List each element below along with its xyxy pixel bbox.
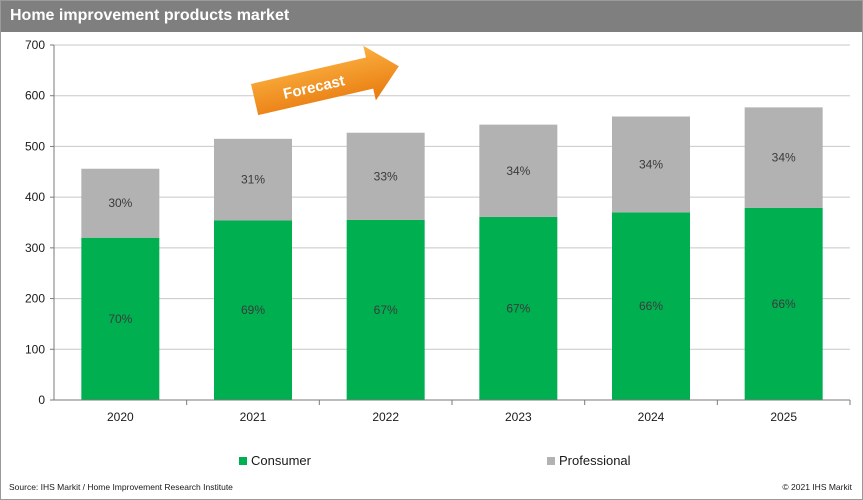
bar-professional-2025	[744, 107, 823, 208]
legend-consumer-label: Consumer	[251, 453, 311, 468]
data-label-professional-2024: 34%	[639, 157, 663, 171]
bar-consumer-2023	[479, 216, 558, 400]
x-tick-label-2025: 2025	[770, 410, 797, 424]
gridlines	[54, 44, 850, 350]
x-tick-label-2024: 2024	[638, 410, 665, 424]
bar-consumer-2024	[612, 212, 690, 400]
data-label-professional-2025: 34%	[772, 151, 796, 165]
bar-consumer-2021	[214, 220, 292, 400]
y-tick-label: 600	[25, 89, 45, 103]
axes: 0 100 200 300 400 500 600 700 2020 2021 2022 2023 20…	[25, 38, 851, 424]
x-tick-label-2020: 2020	[107, 410, 134, 424]
data-label-consumer-2020: 70%	[108, 312, 132, 326]
bar-professional-2024	[612, 116, 690, 213]
legend-item-consumer: Consumer	[239, 453, 311, 468]
data-label-consumer-2022: 67%	[374, 303, 398, 317]
bar-consumer-2022	[346, 219, 425, 400]
title-bar: Home improvement products market	[1, 1, 862, 32]
y-tick-label: 0	[38, 393, 45, 407]
x-tick-label-2022: 2022	[372, 410, 399, 424]
y-tick-label: 500	[25, 139, 45, 153]
bar-professional-2023	[479, 124, 558, 217]
source-note: Source: IHS Markit / Home Improvement Re…	[9, 482, 233, 492]
bars: 70% 30% 69% 31% 67% 33% 67% 34% 66% 34% 66% 34%	[81, 107, 823, 400]
bar-professional-2020	[81, 168, 160, 238]
copyright-note: © 2021 IHS Markit	[782, 482, 852, 492]
forecast-arrow-shape	[251, 45, 399, 116]
y-tick-label: 400	[25, 190, 45, 204]
y-tick-label: 300	[25, 241, 45, 255]
data-label-consumer-2024: 66%	[639, 299, 663, 313]
professional-swatch	[547, 456, 555, 465]
bar-consumer-2020	[81, 237, 160, 400]
legend-professional-label: Professional	[559, 453, 631, 468]
data-label-professional-2021: 31%	[241, 173, 265, 187]
forecast-arrow: Forecast	[251, 45, 399, 116]
legend-item-professional: Professional	[547, 453, 631, 468]
data-label-consumer-2021: 69%	[241, 303, 265, 317]
bar-professional-2022	[346, 132, 425, 220]
chart-title: Home improvement products market	[10, 7, 290, 24]
y-tick-label: 100	[25, 342, 45, 356]
x-tick-label-2023: 2023	[505, 410, 532, 424]
bar-professional-2021	[214, 138, 292, 221]
y-tick-label: 200	[25, 292, 45, 306]
data-label-professional-2023: 34%	[506, 164, 530, 178]
consumer-swatch	[239, 456, 247, 465]
data-label-consumer-2025: 66%	[772, 297, 796, 311]
data-label-professional-2020: 30%	[108, 196, 132, 210]
y-tick-label: 700	[25, 38, 45, 52]
data-label-professional-2022: 33%	[374, 169, 398, 183]
x-tick-label-2021: 2021	[240, 410, 267, 424]
data-label-consumer-2023: 67%	[506, 301, 530, 315]
bar-consumer-2025	[744, 207, 823, 400]
